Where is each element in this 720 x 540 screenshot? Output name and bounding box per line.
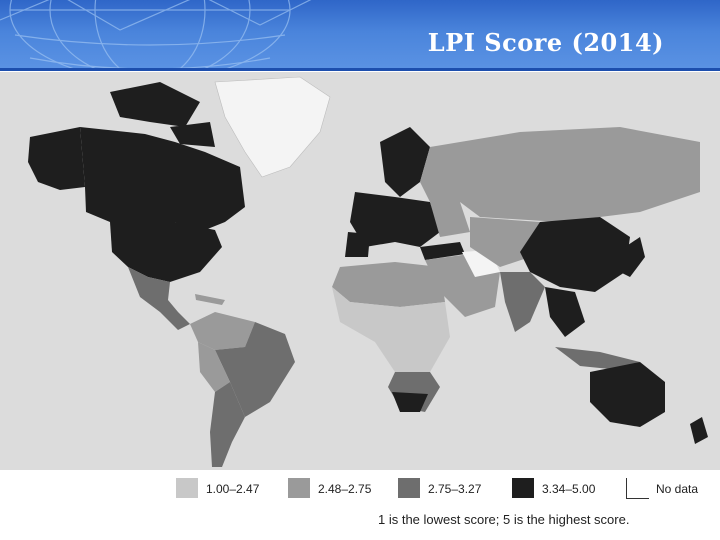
legend-label: 2.75–3.27 (428, 482, 482, 496)
china-region (520, 217, 630, 292)
usa-region (110, 222, 222, 282)
scandinavia-region (380, 127, 430, 197)
colombia-venezuela-region (190, 312, 255, 350)
japan-region (620, 237, 645, 277)
north-africa-region (332, 262, 445, 307)
eastern-europe-region (430, 202, 470, 237)
western-europe-region (350, 192, 440, 247)
header-divider (0, 68, 720, 71)
mexico-region (128, 267, 190, 330)
page-title: LPI Score (2014) (427, 28, 664, 57)
legend-note: 1 is the lowest score; 5 is the highest … (378, 512, 630, 527)
legend-label: 1.00–2.47 (206, 482, 260, 496)
peru-bolivia-region (198, 342, 230, 392)
slide-header: LPI Score (2014) (0, 0, 720, 70)
canada-region (80, 127, 245, 232)
new-zealand-region (690, 417, 708, 444)
map-legend: 1.00–2.47 2.48–2.75 2.75–3.27 3.34–5.00 … (0, 470, 720, 540)
brazil-region (215, 322, 295, 417)
legend-label: No data (656, 482, 699, 496)
southeast-asia-region (545, 287, 585, 337)
central-africa-region (332, 287, 450, 372)
legend-swatch (398, 478, 420, 498)
india-region (500, 272, 545, 332)
south-africa-region (392, 392, 428, 412)
greenland-region (214, 76, 331, 178)
caribbean-region (195, 294, 225, 305)
legend-swatch (512, 478, 534, 498)
legend-swatch (626, 478, 649, 499)
legend-swatch (176, 478, 198, 498)
iberia-region (345, 232, 370, 257)
legend-swatch (288, 478, 310, 498)
indonesia-region (555, 347, 640, 370)
arctic-islands-region (110, 82, 215, 147)
alaska-region (28, 127, 85, 190)
russia-region (420, 127, 700, 222)
world-map (0, 72, 720, 470)
chile-argentina-region (210, 382, 245, 467)
globe-icon (0, 0, 312, 70)
turkey-region (420, 242, 465, 260)
australia-region (590, 362, 665, 427)
legend-label: 3.34–5.00 (542, 482, 596, 496)
legend-label: 2.48–2.75 (318, 482, 372, 496)
